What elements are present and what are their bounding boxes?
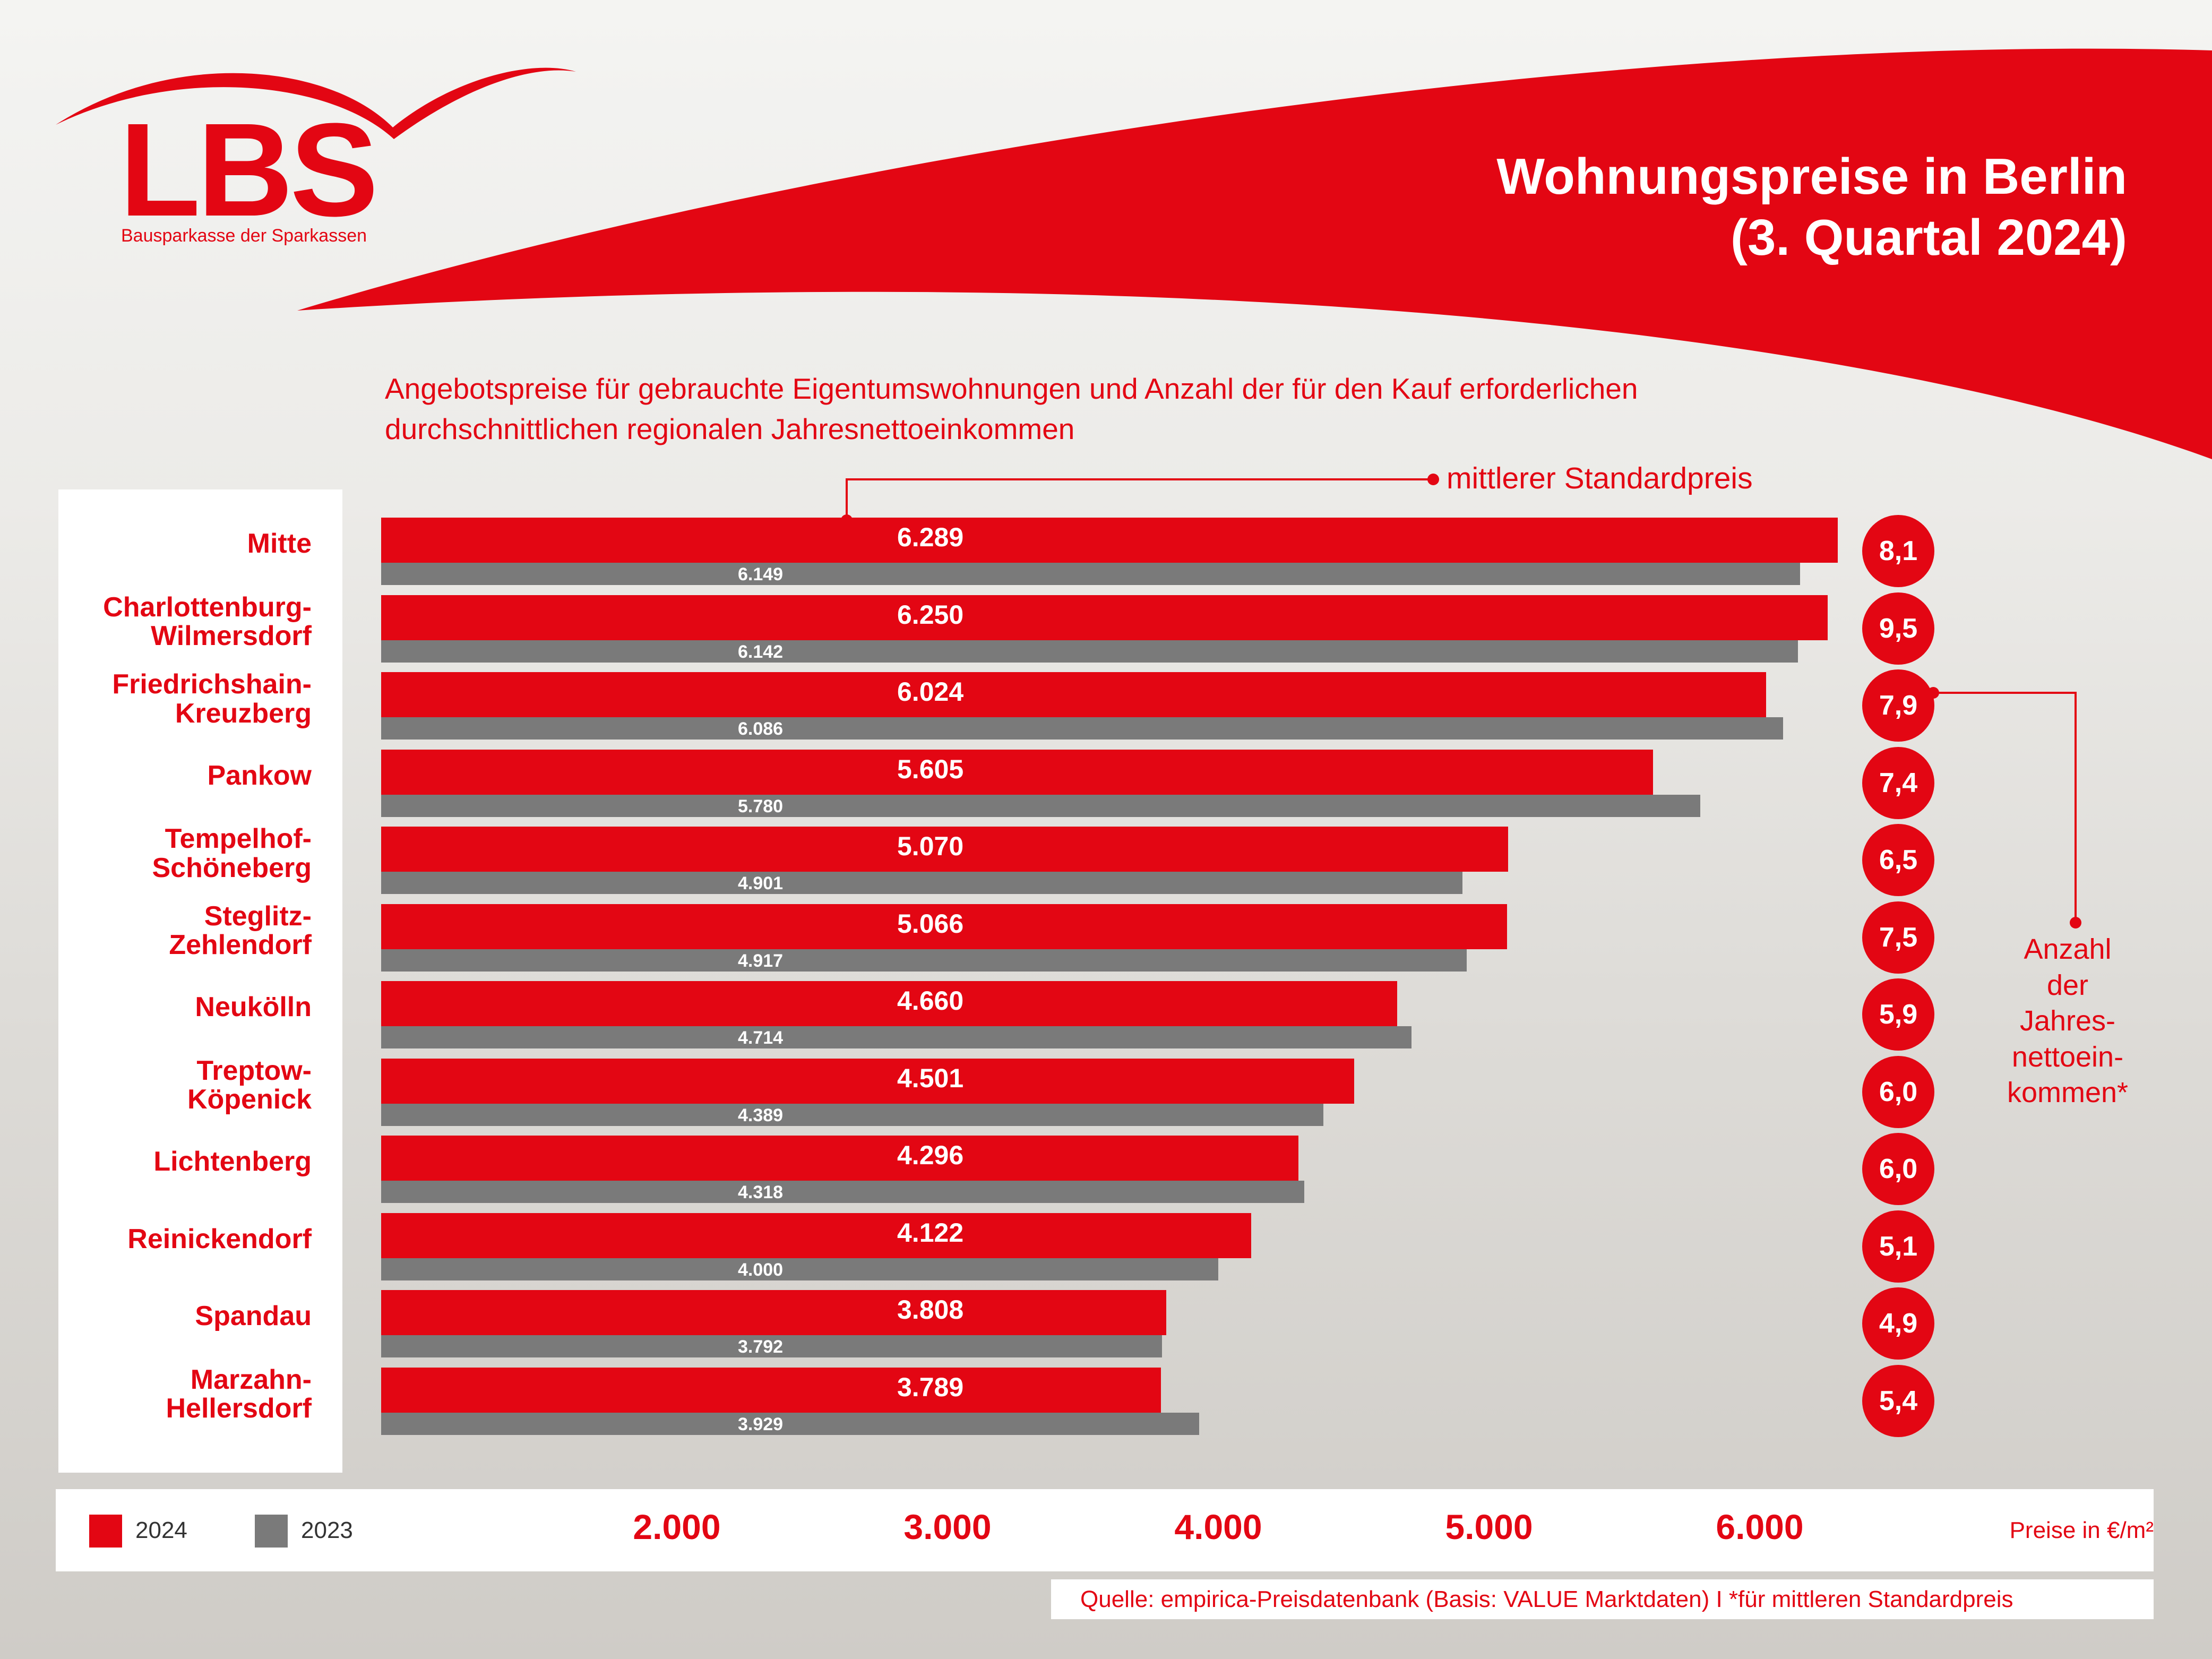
bar-2023 [381,794,1700,817]
bar-2024-value-label: 6.289 [897,522,964,552]
bar-2023 [381,717,1783,740]
bar-2023-value-label: 4.917 [738,950,784,971]
x-tick-label: 3.000 [903,1507,992,1546]
x-tick-label: 6.000 [1716,1507,1804,1546]
bar-2023-value-label: 4.389 [738,1105,784,1125]
bar-2024 [381,1290,1167,1335]
x-tick-label: 2.000 [633,1507,721,1546]
bar-2023-value-label: 3.792 [738,1337,784,1357]
bar-2024 [381,981,1397,1026]
source-panel [1051,1579,2154,1619]
bar-2023-value-label: 5.780 [738,796,784,816]
title-line-1: Wohnungspreise in Berlin [1496,148,2127,205]
red-swoosh-shape [297,48,2212,459]
bar-2023 [381,949,1467,972]
bar-2024 [381,904,1507,949]
bar-2024-value-label: 4.122 [897,1217,964,1248]
bar-2023 [381,1103,1324,1126]
bar-2023 [381,1335,1162,1357]
income-multiple-badge: 7,5 [1862,901,1934,974]
bar-2023-value-label: 4.901 [738,873,784,893]
logo: LBS [119,96,378,244]
chart-subtitle: Angebotspreise für gebrauchte Eigentumsw… [385,372,1638,445]
category-label: Charlottenburg- Wilmersdorf [103,591,312,652]
category-label: Marzahn- Hellersdorf [166,1364,312,1424]
category-label: Lichtenberg [153,1146,312,1177]
category-panel [58,489,342,1473]
category-label: Pankow [207,760,312,791]
bar-2024 [381,595,1828,640]
legend-label-2023: 2023 [301,1517,353,1543]
income-multiple-badge: 8,1 [1862,515,1934,587]
bar-2024-value-label: 4.660 [897,986,964,1016]
bar-2024-value-label: 6.250 [897,599,964,630]
category-label: Mitte [247,528,312,559]
category-label: Reinickendorf [127,1223,312,1254]
category-label: Spandau [195,1301,312,1331]
bar-2024-value-label: 5.066 [897,908,964,939]
bar-2023 [381,1258,1218,1280]
header-swoosh [56,48,2212,459]
bar-2024 [381,827,1508,872]
category-label: Neukölln [195,992,312,1022]
income-multiple-badge: 5,1 [1862,1210,1934,1283]
income-multiple-badge: 4,9 [1862,1287,1934,1360]
income-multiple-badge: 6,0 [1862,1055,1934,1128]
axis-legend-panel [56,1489,2154,1571]
income-multiple-badge: 5,9 [1862,978,1934,1051]
logo-subtitle: Bausparkasse der Sparkassen [121,226,367,246]
bar-2023 [381,872,1462,894]
income-multiple-badge: 9,5 [1862,592,1934,665]
bar-2024 [381,1136,1298,1181]
logo-arc-icon [56,67,576,139]
bar-2023-value-label: 4.318 [738,1182,784,1202]
category-label: Treptow- Köpenick [187,1055,312,1115]
bar-2023 [381,1412,1199,1435]
bar-2023 [381,1181,1305,1203]
bar-2024-value-label: 4.296 [897,1140,964,1170]
income-multiple-badge: 7,9 [1862,669,1934,742]
bar-2023-value-label: 6.149 [738,564,784,584]
page-title: Wohnungspreise in Berlin (3. Quartal 202… [1496,146,2127,268]
legend-swatch-2023 [255,1515,288,1548]
bar-2023-value-label: 4.000 [738,1259,784,1280]
bar-2023 [381,1026,1412,1048]
income-multiple-badge: 6,0 [1862,1133,1934,1205]
category-label: Tempelhof- Schöneberg [152,823,312,883]
income-multiple-badge: 5,4 [1862,1364,1934,1437]
bar-2023-value-label: 6.086 [738,719,784,739]
bar-2023-value-label: 6.142 [738,641,784,662]
bar-2024-value-label: 5.070 [897,831,964,861]
bar-2024-value-label: 6.024 [897,677,964,707]
bar-2024-value-label: 4.501 [897,1063,964,1093]
bar-2024 [381,1367,1161,1413]
income-callout [1927,687,2081,929]
legend-swatch-2024 [89,1515,122,1548]
bar-2024-value-label: 3.789 [897,1372,964,1402]
category-label: Friedrichshain- Kreuzberg [112,669,312,729]
income-multiple-badge: 7,4 [1862,746,1934,819]
category-label: Steglitz- Zehlendorf [169,900,312,961]
title-line-2: (3. Quartal 2024) [1731,209,2127,267]
x-axis-unit-label: Preise in €/m² [2009,1517,2154,1543]
bar-2024 [381,1058,1354,1104]
x-tick-label: 5.000 [1445,1507,1533,1546]
bar-2023 [381,563,1800,585]
bar-2024 [381,518,1838,563]
standard-price-label: mittlerer Standardpreis [1447,461,1753,495]
bar-2024-value-label: 3.808 [897,1295,964,1325]
bar-2023 [381,640,1798,663]
source-note: Quelle: empirica-Preisdatenbank (Basis: … [1080,1586,2013,1612]
income-multiple-label: Anzahl der Jahres- nettoein- kommen* [2007,933,2129,1108]
legend-label-2024: 2024 [135,1517,187,1543]
bar-2024-value-label: 5.605 [897,754,964,784]
bar-2023-value-label: 3.929 [738,1414,784,1434]
x-tick-label: 4.000 [1174,1507,1262,1546]
bar-2024 [381,1213,1252,1258]
bar-2024 [381,749,1653,795]
bar-2024 [381,672,1767,717]
income-multiple-badge: 6,5 [1862,824,1934,896]
bar-2023-value-label: 4.714 [738,1028,784,1048]
